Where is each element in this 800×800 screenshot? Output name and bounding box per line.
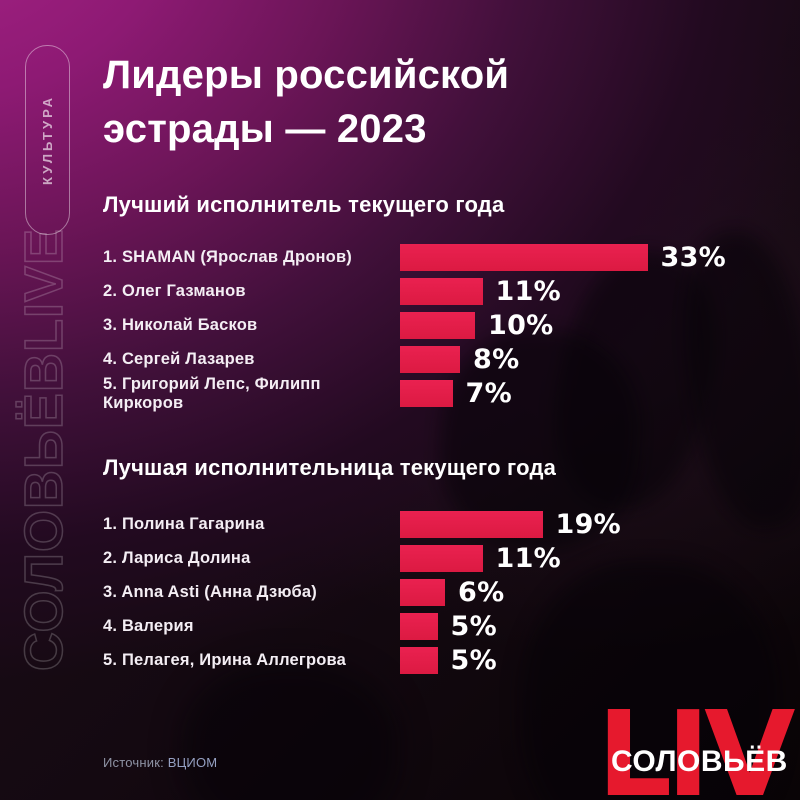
chart-row: 1. Полина Гагарина 19% — [103, 509, 783, 540]
bar — [400, 346, 460, 373]
percent-label: 11% — [495, 276, 562, 307]
bar — [400, 312, 475, 339]
source-note: Источник: ВЦИОМ — [103, 755, 217, 770]
bar-chart-best-female-performer: 1. Полина Гагарина 19% 2. Лариса Долина 11%… — [103, 509, 783, 681]
chart-row: 2. Лариса Долина 11% — [103, 543, 783, 574]
chart-row: 5. Пелагея, Ирина Аллегрова 5% — [103, 645, 783, 676]
percent-label: 6% — [458, 577, 505, 608]
culture-badge-label: КУЛЬТУРА — [40, 95, 55, 185]
watermark: СОЛОВЬЁВLIVE — [6, 227, 82, 794]
row-label: 5. Пелагея, Ирина Аллегрова — [103, 651, 347, 669]
section-title-best-male-performer: Лучший исполнитель текущего года — [103, 192, 505, 217]
bar — [400, 511, 543, 538]
chart-row: 1. SHAMAN (Ярослав Дронов) 33% — [103, 242, 783, 273]
culture-category-badge: КУЛЬТУРА — [25, 45, 70, 235]
percent-label: 8% — [473, 344, 520, 375]
row-label: 4. Валерия — [103, 617, 194, 635]
bar — [400, 380, 453, 407]
row-label: 2. Олег Газманов — [103, 282, 246, 300]
row-label: 2. Лариса Долина — [103, 549, 251, 567]
percent-label: 33% — [660, 242, 727, 273]
page-title: Лидеры российской эстрады — 2023 — [103, 53, 510, 151]
chart-row: 4. Сергей Лазарев 8% — [103, 344, 783, 375]
chart-row: 2. Олег Газманов 11% — [103, 276, 783, 307]
logo-brand-text: СОЛОВЬЁВ — [611, 745, 788, 778]
bar — [400, 545, 483, 572]
bar — [400, 613, 438, 640]
percent-label: 5% — [450, 611, 497, 642]
percent-label: 11% — [495, 543, 562, 574]
chart-row: 5. Григорий Лепс, Филипп Киркоров 7% — [103, 375, 783, 412]
bar — [400, 278, 483, 305]
percent-label: 7% — [465, 378, 512, 409]
section-title-best-female-performer: Лучшая исполнительница текущего года — [103, 455, 557, 480]
crowd-silhouette — [520, 560, 780, 800]
source-label: Источник: — [103, 755, 164, 770]
logo-live-text: LIVE — [597, 685, 800, 800]
chart-row: 3. Николай Басков 10% — [103, 310, 783, 341]
row-label: 4. Сергей Лазарев — [103, 350, 255, 368]
percent-label: 10% — [488, 310, 554, 341]
row-label: 1. SHAMAN (Ярослав Дронов) — [103, 248, 352, 266]
chart-row: 3. Anna Asti (Анна Дзюба) 6% — [103, 577, 783, 608]
bar — [400, 579, 445, 606]
crowd-silhouette — [180, 660, 400, 800]
chart-row: 4. Валерия 5% — [103, 611, 783, 642]
watermark-text: СОЛОВЬЁВLIVE — [13, 227, 75, 672]
row-label: 1. Полина Гагарина — [103, 515, 265, 533]
source-value: ВЦИОМ — [167, 755, 218, 770]
bar-chart-best-male-performer: 1. SHAMAN (Ярослав Дронов) 33% 2. Олег Газ… — [103, 242, 783, 414]
row-label: 5. Григорий Лепс, Филипп Киркоров — [103, 374, 321, 412]
row-label: 3. Anna Asti (Анна Дзюба) — [103, 583, 317, 601]
bar — [400, 647, 438, 674]
percent-label: 19% — [555, 509, 622, 540]
bar — [400, 244, 648, 271]
percent-label: 5% — [450, 645, 497, 676]
row-label: 3. Николай Басков — [103, 316, 258, 334]
